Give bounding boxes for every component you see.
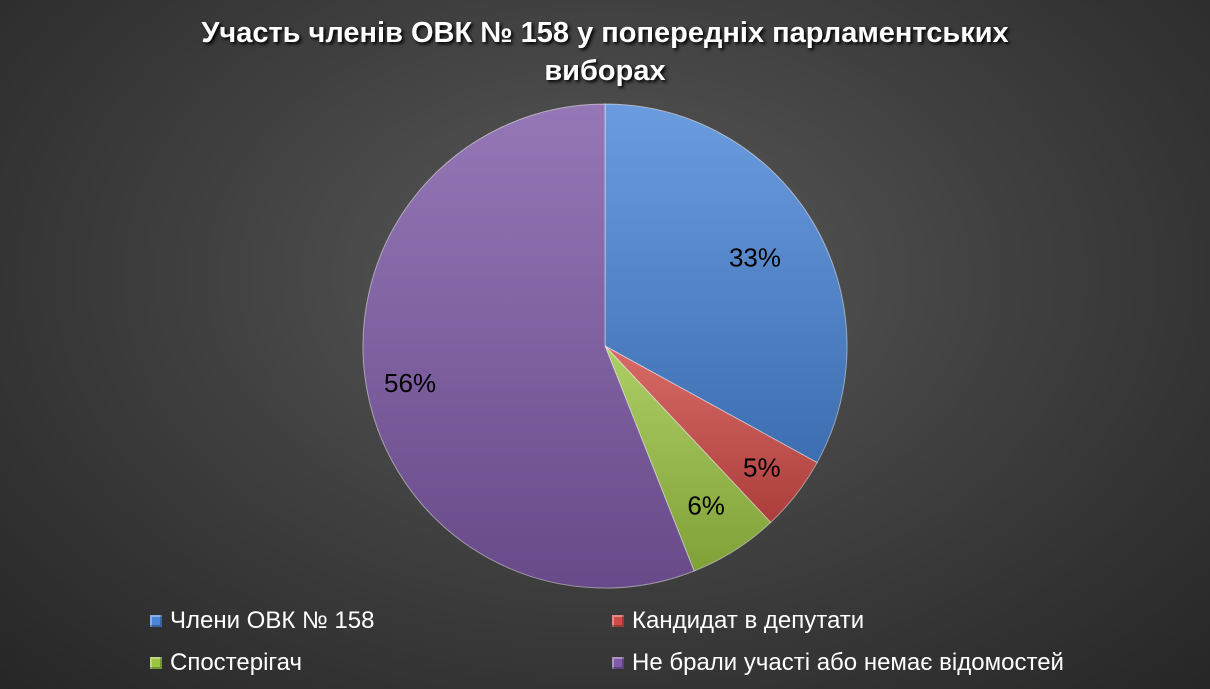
slice-shading [605, 346, 818, 523]
data-label: 33% [729, 242, 781, 272]
legend-swatch [612, 615, 624, 627]
legend-swatch [612, 657, 624, 669]
legend-swatch [150, 615, 162, 627]
chart-title: Участь членів ОВК № 158 у попередніх пар… [0, 14, 1210, 90]
legend-label: Кандидат в депутати [632, 607, 865, 634]
chart-title-line-1: Участь членів ОВК № 158 у попередніх пар… [201, 17, 1009, 49]
legend-item-no-participation: Не брали участі або немає відомостей [612, 649, 1064, 677]
legend-item-ovk-members: Члени ОВК № 158 [150, 607, 374, 635]
slice-shading [605, 104, 847, 463]
legend-label: Спостерігач [170, 649, 302, 676]
chart-legend: Члени ОВК № 158 Кандидат в депутати Спос… [150, 603, 1150, 689]
data-label: 56% [384, 368, 436, 398]
legend-swatch [150, 657, 162, 669]
legend-label: Не брали участі або немає відомостей [632, 649, 1064, 676]
data-label: 5% [743, 453, 781, 483]
slice-shading [362, 104, 695, 589]
data-label: 6% [687, 490, 725, 520]
legend-item-observer: Спостерігач [150, 649, 302, 677]
legend-label: Члени ОВК № 158 [170, 607, 375, 634]
chart-title-line-2: виборах [544, 55, 666, 87]
legend-item-candidate: Кандидат в депутати [612, 607, 864, 635]
slice-shading [605, 346, 771, 572]
